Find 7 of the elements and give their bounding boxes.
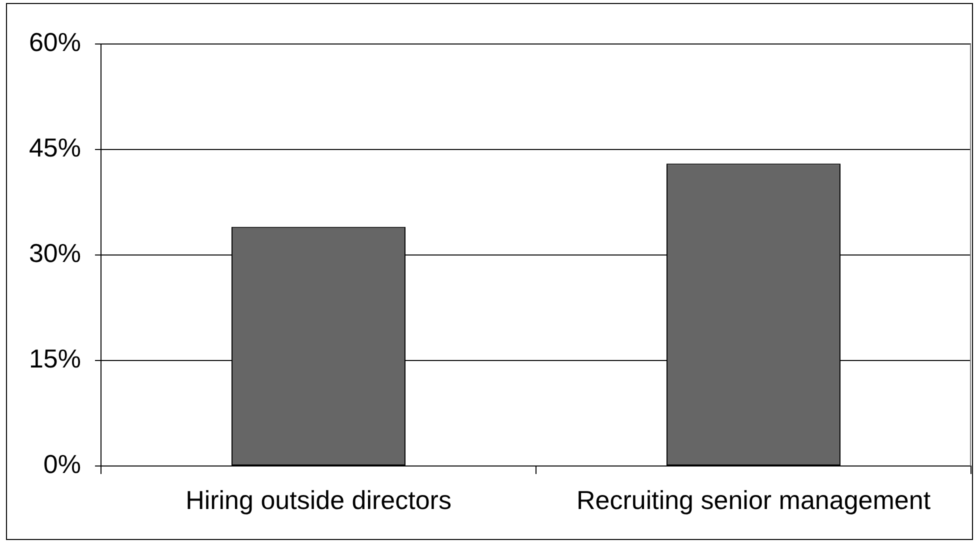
y-tick-label: 60% [28, 27, 81, 58]
y-tick-label: 45% [28, 132, 81, 163]
x-tick-label: Recruiting senior management [576, 484, 932, 515]
y-tick-label: 0% [43, 449, 81, 480]
y-tick-label: 15% [28, 344, 81, 374]
y-tick-label: 30% [28, 238, 81, 268]
x-tick-label: Hiring outside directors [186, 484, 452, 515]
